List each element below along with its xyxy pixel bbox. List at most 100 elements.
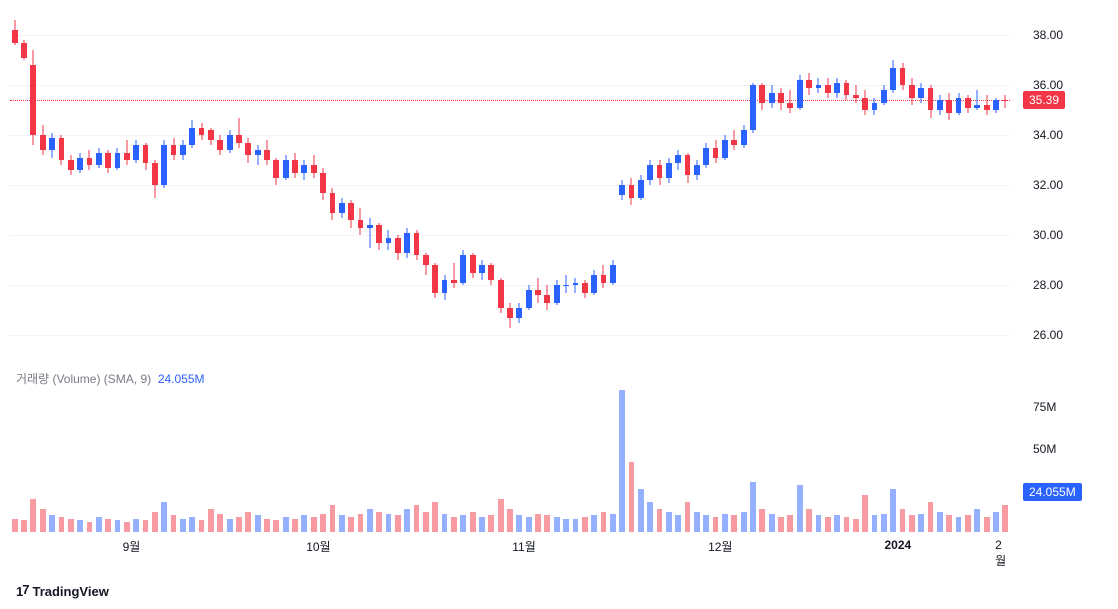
volume-bar[interactable] xyxy=(974,509,980,532)
candlestick[interactable] xyxy=(133,10,139,360)
volume-bar[interactable] xyxy=(320,514,326,532)
candlestick[interactable] xyxy=(87,10,93,360)
candlestick[interactable] xyxy=(311,10,317,360)
candlestick[interactable] xyxy=(563,10,569,360)
candlestick[interactable] xyxy=(629,10,635,360)
volume-bar[interactable] xyxy=(946,515,952,532)
candlestick[interactable] xyxy=(657,10,663,360)
volume-bar[interactable] xyxy=(87,522,93,532)
candlestick[interactable] xyxy=(638,10,644,360)
volume-bar[interactable] xyxy=(526,517,532,532)
volume-bar[interactable] xyxy=(853,519,859,532)
candlestick[interactable] xyxy=(395,10,401,360)
volume-bar[interactable] xyxy=(143,520,149,532)
volume-bar[interactable] xyxy=(834,515,840,532)
candlestick[interactable] xyxy=(423,10,429,360)
candlestick[interactable] xyxy=(797,10,803,360)
volume-bar[interactable] xyxy=(890,489,896,532)
candlestick[interactable] xyxy=(900,10,906,360)
candlestick[interactable] xyxy=(40,10,46,360)
candlestick[interactable] xyxy=(516,10,522,360)
volume-bar[interactable] xyxy=(330,505,336,532)
volume-bar[interactable] xyxy=(647,502,653,532)
candlestick[interactable] xyxy=(918,10,924,360)
volume-bar[interactable] xyxy=(40,509,46,532)
candlestick[interactable] xyxy=(498,10,504,360)
volume-bar[interactable] xyxy=(535,514,541,532)
candlestick[interactable] xyxy=(507,10,513,360)
volume-bar[interactable] xyxy=(806,509,812,532)
volume-bar[interactable] xyxy=(769,514,775,532)
volume-bar[interactable] xyxy=(750,482,756,532)
candlestick[interactable] xyxy=(722,10,728,360)
candlestick[interactable] xyxy=(30,10,36,360)
candlestick[interactable] xyxy=(124,10,130,360)
volume-bar[interactable] xyxy=(348,517,354,532)
volume-bar[interactable] xyxy=(115,520,121,532)
volume-bar[interactable] xyxy=(825,517,831,532)
volume-bar[interactable] xyxy=(685,502,691,532)
volume-bar[interactable] xyxy=(161,502,167,532)
volume-bar[interactable] xyxy=(573,519,579,532)
candlestick[interactable] xyxy=(937,10,943,360)
volume-bar[interactable] xyxy=(778,517,784,532)
candlestick[interactable] xyxy=(161,10,167,360)
candlestick[interactable] xyxy=(180,10,186,360)
candlestick[interactable] xyxy=(582,10,588,360)
candlestick[interactable] xyxy=(675,10,681,360)
volume-bar[interactable] xyxy=(96,517,102,532)
candlestick[interactable] xyxy=(787,10,793,360)
candlestick[interactable] xyxy=(713,10,719,360)
candlestick[interactable] xyxy=(49,10,55,360)
candlestick[interactable] xyxy=(414,10,420,360)
candlestick[interactable] xyxy=(928,10,934,360)
volume-bar[interactable] xyxy=(208,509,214,532)
candlestick[interactable] xyxy=(909,10,915,360)
candlestick[interactable] xyxy=(881,10,887,360)
candlestick[interactable] xyxy=(12,10,18,360)
candlestick[interactable] xyxy=(890,10,896,360)
candlestick[interactable] xyxy=(96,10,102,360)
volume-bar[interactable] xyxy=(918,514,924,532)
volume-bar[interactable] xyxy=(657,509,663,532)
volume-bar[interactable] xyxy=(816,515,822,532)
volume-bar[interactable] xyxy=(881,514,887,532)
candlestick[interactable] xyxy=(21,10,27,360)
candlestick[interactable] xyxy=(974,10,980,360)
candlestick[interactable] xyxy=(432,10,438,360)
candlestick[interactable] xyxy=(816,10,822,360)
volume-bar[interactable] xyxy=(554,517,560,532)
volume-bar[interactable] xyxy=(217,514,223,532)
candlestick[interactable] xyxy=(544,10,550,360)
volume-bar[interactable] xyxy=(582,517,588,532)
candlestick[interactable] xyxy=(647,10,653,360)
candlestick[interactable] xyxy=(152,10,158,360)
candlestick[interactable] xyxy=(451,10,457,360)
volume-pane[interactable] xyxy=(10,382,1010,532)
candlestick[interactable] xyxy=(217,10,223,360)
volume-bar[interactable] xyxy=(516,515,522,532)
volume-bar[interactable] xyxy=(610,514,616,532)
volume-bar[interactable] xyxy=(993,512,999,532)
candlestick[interactable] xyxy=(292,10,298,360)
volume-bar[interactable] xyxy=(255,515,261,532)
volume-bar[interactable] xyxy=(358,514,364,532)
volume-bar[interactable] xyxy=(283,517,289,532)
volume-bar[interactable] xyxy=(77,520,83,532)
candlestick[interactable] xyxy=(199,10,205,360)
candlestick[interactable] xyxy=(619,10,625,360)
volume-bar[interactable] xyxy=(638,489,644,532)
volume-bar[interactable] xyxy=(498,499,504,532)
candlestick[interactable] xyxy=(143,10,149,360)
candlestick[interactable] xyxy=(255,10,261,360)
candlestick[interactable] xyxy=(386,10,392,360)
candlestick[interactable] xyxy=(301,10,307,360)
volume-bar[interactable] xyxy=(619,390,625,532)
volume-bar[interactable] xyxy=(563,519,569,532)
candlestick[interactable] xyxy=(367,10,373,360)
candlestick[interactable] xyxy=(245,10,251,360)
volume-bar[interactable] xyxy=(713,517,719,532)
candlestick[interactable] xyxy=(806,10,812,360)
candlestick[interactable] xyxy=(844,10,850,360)
volume-bar[interactable] xyxy=(872,515,878,532)
